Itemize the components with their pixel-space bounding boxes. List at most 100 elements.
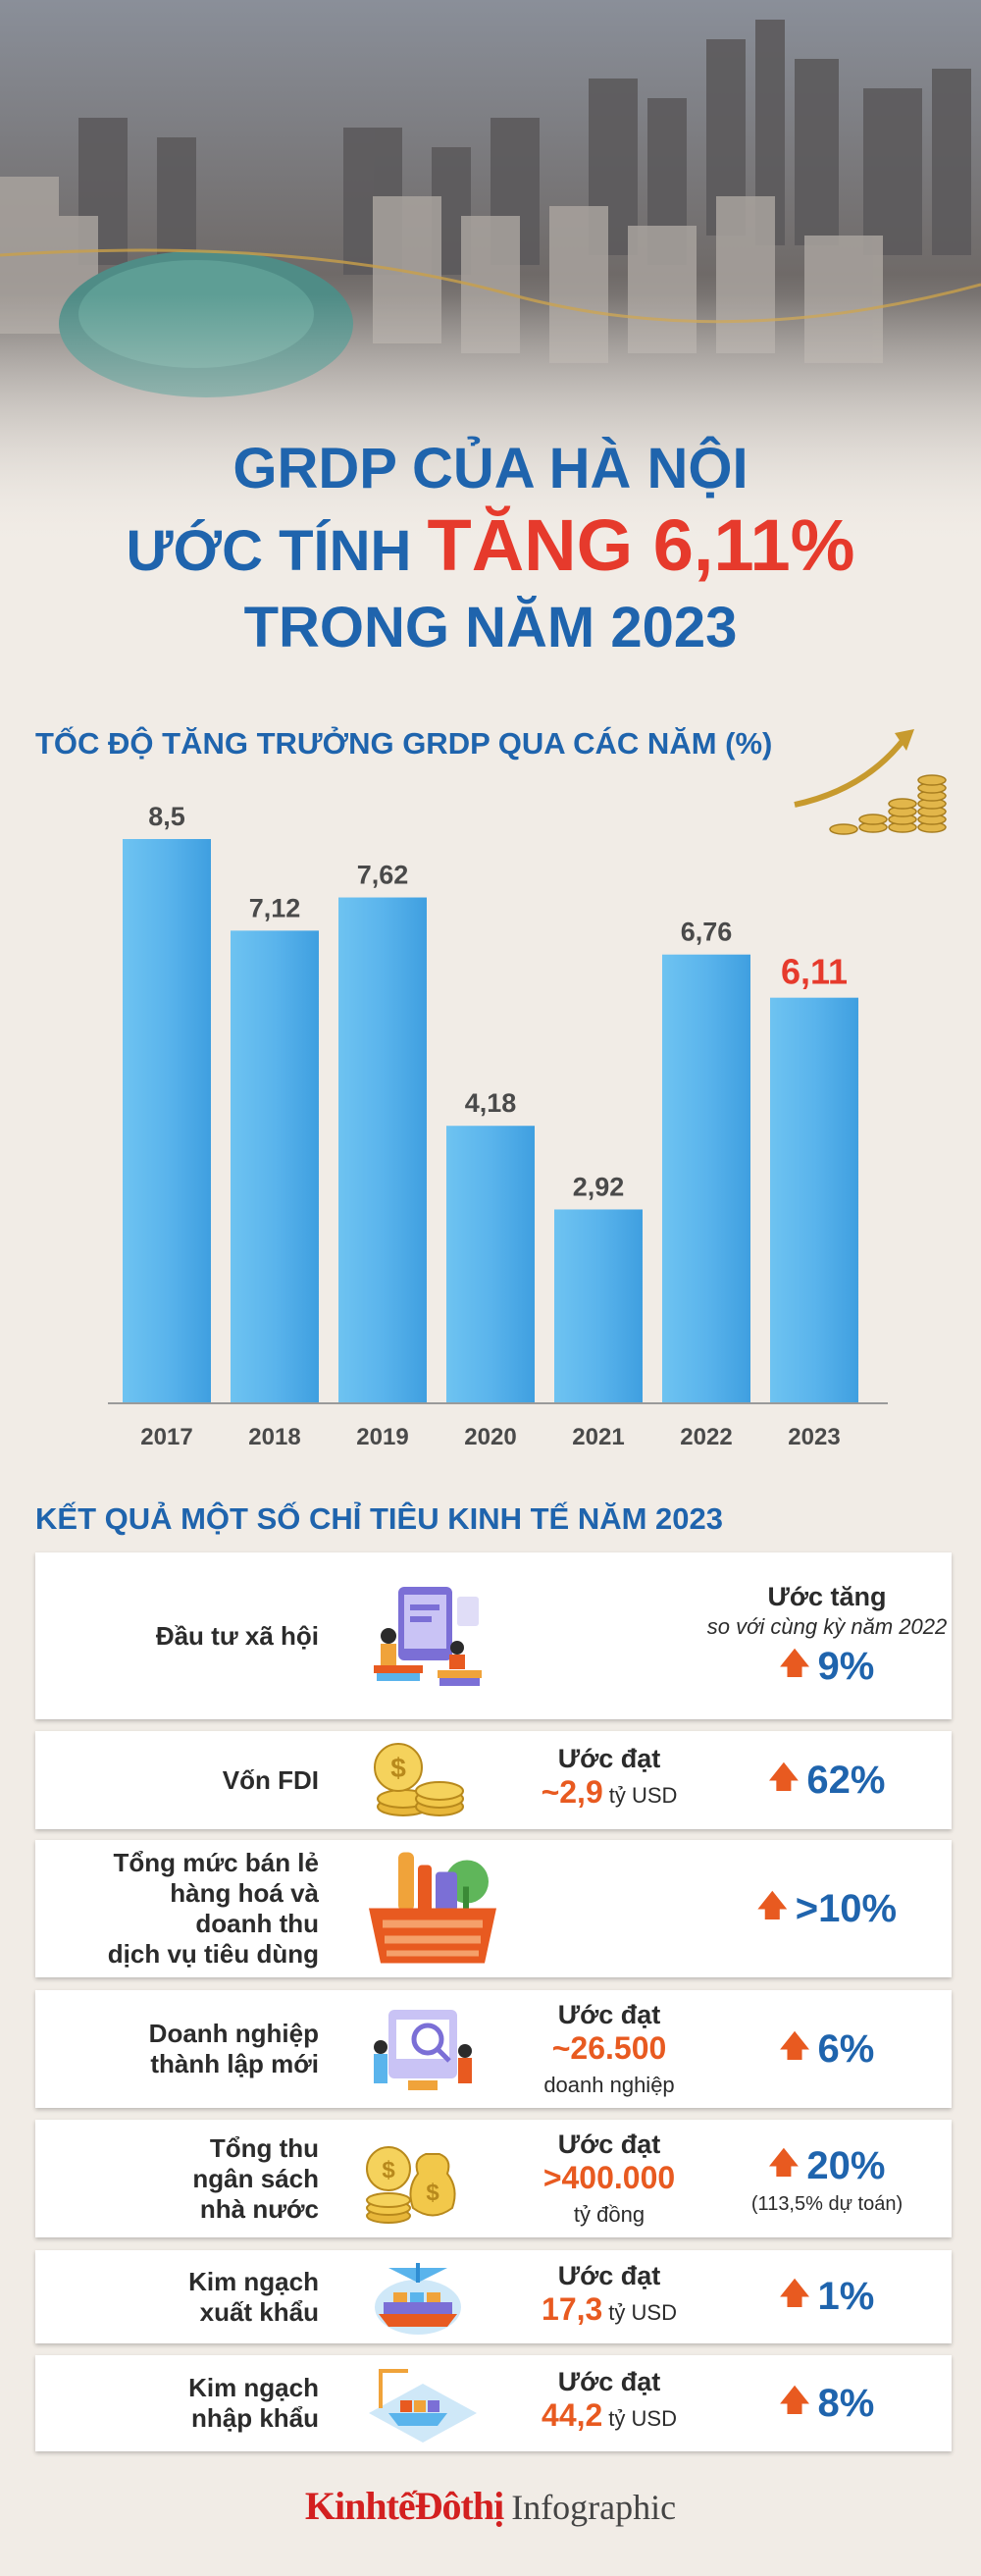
indicator-note: (113,5% dự toán) xyxy=(750,2193,904,2215)
rising-coins-icon xyxy=(794,729,947,835)
indicator-pct: 6% xyxy=(817,2026,875,2071)
indicator-right: 🡅 8% xyxy=(702,2355,952,2451)
indicator-unit: tỷ đồng xyxy=(573,2202,645,2227)
bar-2018 xyxy=(231,930,319,1403)
indicator-value: 44,2 xyxy=(542,2397,603,2433)
grdp-bar-chart: 8,5 2017 7,12 2018 7,62 2019 4,18 2020 2,92 2021 6… xyxy=(108,802,888,1450)
indicator-card-export: Kim ngạch xuất khẩu Ước đạt 17,3 tỷ USD 🡅 1… xyxy=(35,2250,952,2343)
indicator-card-import: Kim ngạch nhập khẩu Ước đạt 44,2 tỷ USD 🡅 8… xyxy=(35,2355,952,2451)
bar-value-label: 4,18 xyxy=(465,1088,517,1118)
indicator-value: ~26.500 xyxy=(551,2030,667,2066)
indicator-card-retail: Tổng mức bán lẻ hàng hoá và doanh thu dịch … xyxy=(35,1840,952,1977)
up-arrow-icon: 🡅 xyxy=(768,1761,800,1794)
indicator-pct: 62% xyxy=(806,1758,886,1802)
indicator-label: Kim ngạch xuất khẩu xyxy=(188,2250,319,2343)
bar-2017 xyxy=(123,839,211,1403)
x-tick-label: 2018 xyxy=(248,1424,300,1450)
indicator-label: Tổng mức bán lẻ hàng hoá và doanh thu dịch … xyxy=(108,1840,319,1977)
label-line: thành lập mới xyxy=(150,2049,319,2078)
indicator-mid: Ước đạt ~2,9 tỷ USD xyxy=(467,1731,751,1829)
indicator-right-head: Ước tăng xyxy=(767,1581,887,1611)
money-bag-icon: $ $ xyxy=(366,2146,456,2224)
indicator-right: 🡅 62% xyxy=(702,1731,952,1829)
headline-line3: TRONG NĂM 2023 xyxy=(243,596,738,659)
bar-2023 xyxy=(770,997,858,1403)
bar-value-label: 7,62 xyxy=(357,861,409,890)
indicator-unit: tỷ USD xyxy=(608,1783,678,1808)
indicator-right: 🡅 1% xyxy=(702,2250,952,2343)
export-icon xyxy=(375,2262,461,2335)
indicator-value: 17,3 xyxy=(542,2290,603,2327)
label-line: dịch vụ tiêu dùng xyxy=(107,1939,319,1969)
headline-line1: GRDP CỦA HÀ NỘI xyxy=(232,437,749,500)
indicator-card-state-budget: Tổng thu ngân sách nhà nước $ $ Ước đạt >4… xyxy=(35,2120,952,2237)
import-icon xyxy=(369,2369,477,2443)
bar-2021 xyxy=(554,1209,643,1403)
brand-subtitle: Infographic xyxy=(511,2488,677,2527)
label-line: Tổng mức bán lẻ xyxy=(113,1848,319,1877)
bar-value-label: 6,11 xyxy=(781,952,848,992)
indicator-mid: Ước đạt 44,2 tỷ USD xyxy=(467,2355,751,2451)
label-line: Kim ngạch xyxy=(188,2266,319,2296)
indicator-pre: Ước đạt xyxy=(557,2129,661,2159)
indicator-right: 🡅 20% (113,5% dự toán) xyxy=(702,2120,952,2237)
chart-section-title: TỐC ĐỘ TĂNG TRƯỞNG GRDP QUA CÁC NĂM (%) xyxy=(35,726,773,761)
up-arrow-icon: 🡅 xyxy=(768,2147,800,2180)
indicator-pre: Ước đạt xyxy=(557,1744,661,1773)
x-tick-label: 2023 xyxy=(788,1424,840,1450)
indicator-pre: Ước đạt xyxy=(557,2260,661,2290)
indicator-pct: 1% xyxy=(817,2275,875,2318)
indicator-pct: 8% xyxy=(817,2381,875,2425)
headline: GRDP CỦA HÀ NỘI ƯỚC TÍNH TĂNG 6,11% TRON… xyxy=(0,432,981,665)
indicator-pre: Ước đạt xyxy=(557,2000,661,2029)
indicator-label: Kim ngạch nhập khẩu xyxy=(188,2355,319,2451)
indicator-label: Vốn FDI xyxy=(222,1764,319,1795)
indicator-right: Ước tăng so với cùng kỳ năm 2022 🡅 9% xyxy=(702,1552,952,1719)
indicator-unit: tỷ USD xyxy=(608,2299,677,2325)
investment-icon xyxy=(374,1587,482,1686)
indicator-pre: Ước đạt xyxy=(557,2367,661,2396)
svg-text:$: $ xyxy=(390,1753,406,1783)
label-line: Doanh nghiệp xyxy=(148,2019,319,2048)
up-arrow-icon: 🡅 xyxy=(779,2384,810,2417)
svg-text:$: $ xyxy=(426,2180,439,2206)
label-line: hàng hoá và xyxy=(170,1878,319,1908)
indicator-right: 🡅 >10% xyxy=(702,1840,952,1977)
label-line: nhập khẩu xyxy=(190,2403,319,2433)
indicator-label: Đầu tư xã hội xyxy=(155,1620,319,1651)
indicator-pct: 20% xyxy=(806,2144,886,2187)
business-icon xyxy=(374,2010,472,2090)
indicator-unit: tỷ USD xyxy=(608,2406,677,2431)
indicator-right-sub: so với cùng kỳ năm 2022 xyxy=(706,1613,948,1639)
indicator-value: ~2,9 xyxy=(541,1774,603,1810)
up-arrow-icon: 🡅 xyxy=(779,1647,810,1680)
indicator-card-new-businesses: Doanh nghiệp thành lập mới Ước đạt ~26.50… xyxy=(35,1990,952,2108)
up-arrow-icon: 🡅 xyxy=(779,2029,810,2063)
label-line: ngân sách xyxy=(192,2163,319,2193)
indicator-label: Tổng thu ngân sách nhà nước xyxy=(192,2120,319,2237)
indicator-value: >400.000 xyxy=(542,2160,676,2195)
svg-text:$: $ xyxy=(382,2157,395,2183)
bar-2019 xyxy=(338,897,427,1403)
hero-cityscape-image xyxy=(0,0,981,550)
indicator-mid: Ước đạt 17,3 tỷ USD xyxy=(467,2250,751,2343)
indicators-section-title: KẾT QUẢ MỘT SỐ CHỈ TIÊU KINH TẾ NĂM 2023 xyxy=(35,1501,724,1536)
label-line: doanh thu xyxy=(195,1909,319,1938)
x-tick-label: 2019 xyxy=(356,1424,408,1450)
x-tick-label: 2020 xyxy=(464,1424,516,1450)
label-line: xuất khẩu xyxy=(199,2296,319,2327)
up-arrow-icon: 🡅 xyxy=(779,2278,810,2310)
bar-2022 xyxy=(662,954,750,1403)
bar-value-label: 6,76 xyxy=(681,918,733,947)
label-line: nhà nước xyxy=(199,2193,319,2224)
bar-2020 xyxy=(446,1126,535,1403)
shopping-basket-icon xyxy=(369,1852,496,1964)
headline-line2: ƯỚC TÍNH TĂNG 6,11% xyxy=(0,506,981,591)
indicator-label: Doanh nghiệp thành lập mới xyxy=(149,1990,319,2108)
headline-line2-prefix: ƯỚC TÍNH xyxy=(126,519,428,583)
indicator-card-fdi: Vốn FDI $ Ước đạt ~2,9 tỷ USD 🡅 62% xyxy=(35,1731,952,1829)
up-arrow-icon: 🡅 xyxy=(756,1889,788,1922)
indicator-mid: Ước đạt >400.000 tỷ đồng xyxy=(467,2120,751,2237)
bar-value-label: 8,5 xyxy=(148,802,185,831)
label-line: Tổng thu xyxy=(209,2132,319,2163)
